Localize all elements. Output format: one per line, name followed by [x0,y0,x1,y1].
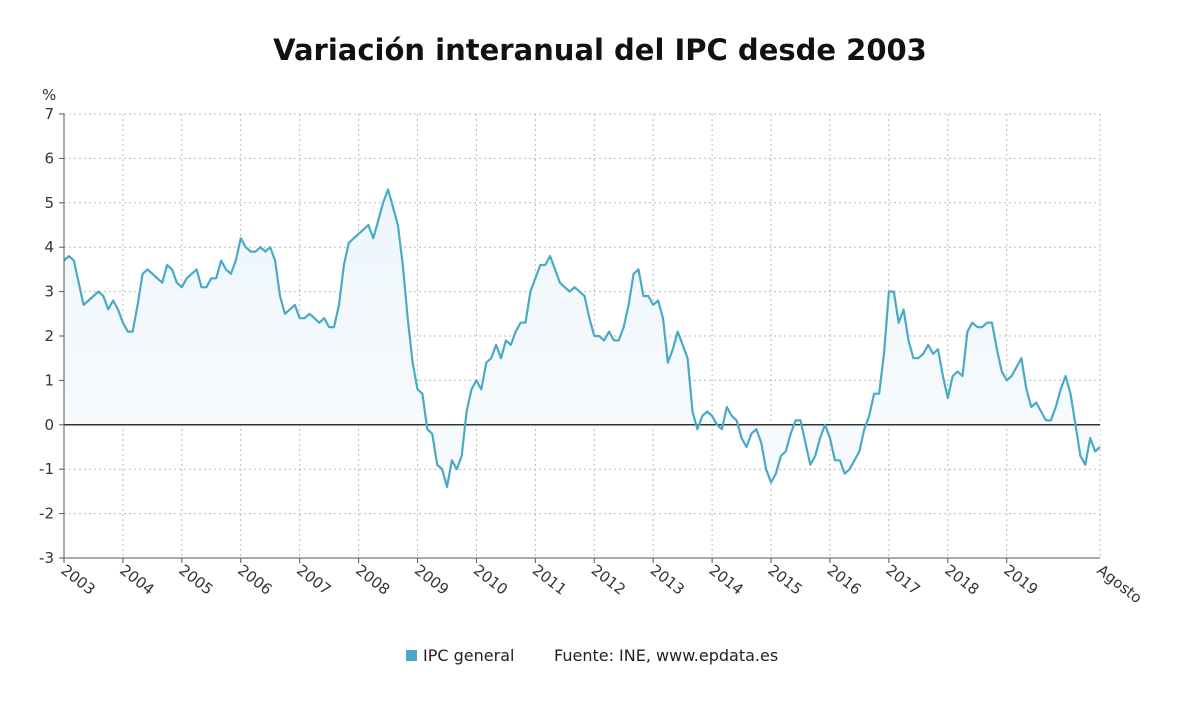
x-tick-label: 2010 [470,561,511,599]
plot-area [63,188,1101,489]
y-tick-label: 4 [44,238,54,256]
legend-label-ipc-general: IPC general [423,646,514,665]
x-end-label: Agosto [1094,561,1146,607]
source-note: Fuente: INE, www.epdata.es [554,646,778,665]
x-tick-label: 2019 [1000,561,1041,599]
y-axis-label: % [42,86,56,104]
x-tick-label: 2012 [588,561,629,599]
x-tick-label: 2014 [706,561,747,599]
y-tick-label: 0 [44,416,54,434]
y-tick-label: 1 [44,371,54,389]
x-tick-label: 2005 [175,561,216,599]
legend-swatch-ipc-general [406,650,417,661]
chart-title: Variación interanual del IPC desde 2003 [273,33,927,67]
y-tick-label: 7 [44,105,54,123]
x-tick-label: 2004 [116,561,157,599]
x-tick-label: 2008 [352,561,393,599]
legend: IPC general Fuente: INE, www.epdata.es [406,646,778,665]
x-tick-label: 2018 [941,561,982,599]
y-tick-label: 5 [44,194,54,212]
series-line-ipc-general [63,188,1101,489]
x-tick-label: 2003 [58,561,99,599]
area-fill [64,189,1100,487]
x-tick-label: 2006 [234,561,275,599]
y-tick-label: -3 [39,549,54,567]
x-tick-label: 2017 [882,561,923,599]
x-tick-label: 2015 [765,561,806,599]
y-tick-label: 2 [44,327,54,345]
x-tick-label: 2011 [529,561,570,599]
x-tick-label: 2007 [293,561,334,599]
x-tick-label: 2009 [411,561,452,599]
y-tick-label: 6 [44,149,54,167]
y-tick-label: 3 [44,283,54,301]
x-tick-label: 2016 [823,561,864,599]
y-tick-label: -2 [39,505,54,523]
y-tick-label: -1 [39,460,54,478]
x-tick-label: 2013 [647,561,688,599]
